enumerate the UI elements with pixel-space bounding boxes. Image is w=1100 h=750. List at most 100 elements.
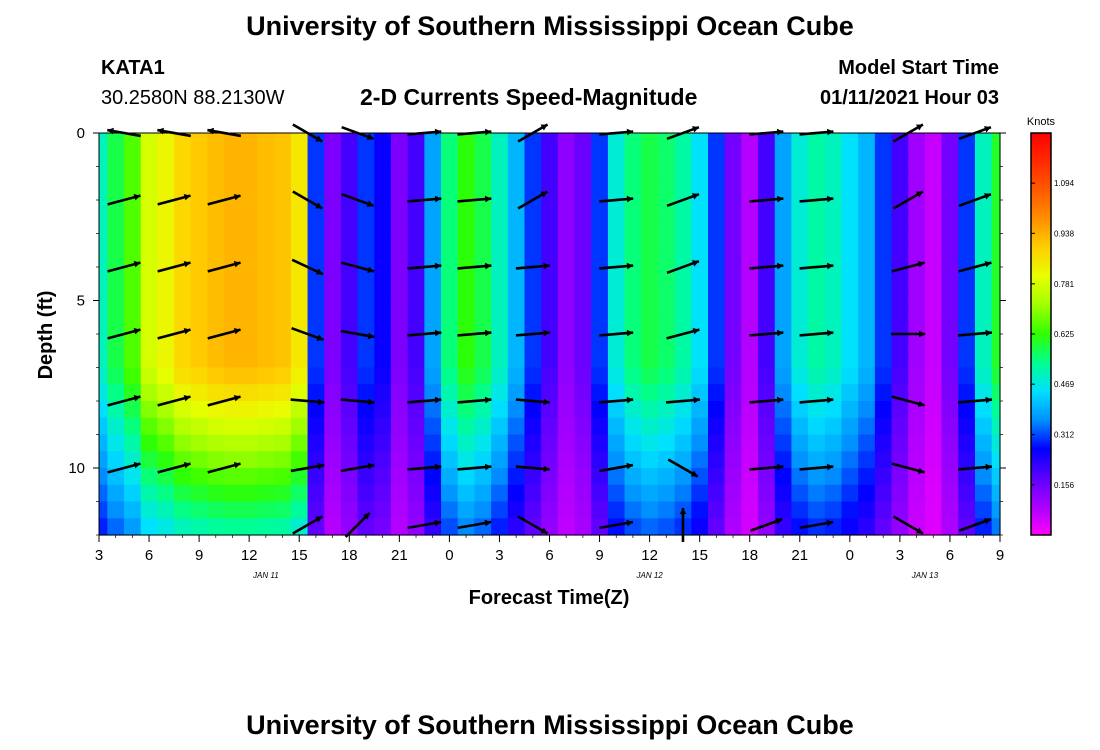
heatmap-cell	[507, 384, 526, 402]
heatmap-cell	[607, 183, 626, 201]
heatmap-cell	[808, 216, 826, 235]
current-vector	[107, 193, 141, 206]
heatmap-cell	[708, 267, 726, 285]
heatmap-cell	[207, 216, 225, 235]
heatmap-cell	[657, 317, 676, 335]
heatmap-cell	[240, 183, 259, 201]
heatmap-cell	[624, 350, 642, 369]
heatmap-cell	[607, 283, 626, 302]
heatmap-cell	[424, 300, 442, 318]
heatmap-cell	[941, 484, 959, 503]
heatmap-cell	[808, 200, 826, 218]
heatmap-cell	[507, 250, 526, 268]
heatmap-cell	[624, 133, 642, 151]
heatmap-cell	[874, 267, 893, 285]
heatmap-cell	[407, 133, 425, 151]
x-axis-label: Forecast Time(Z)	[469, 587, 630, 609]
heatmap-cell	[107, 250, 125, 268]
heatmap-cell	[474, 283, 492, 302]
heatmap-cell	[257, 183, 275, 201]
heatmap-cell	[491, 300, 509, 318]
heatmap-cell	[99, 250, 108, 268]
heatmap-cell	[541, 300, 559, 318]
heatmap-cell	[99, 183, 108, 201]
heatmap-cell	[157, 350, 175, 369]
heatmap-cell	[691, 518, 709, 536]
heatmap-cell	[457, 451, 476, 469]
heatmap-cell	[474, 401, 492, 419]
heatmap-cell	[657, 350, 676, 369]
heatmap-cell	[591, 183, 609, 201]
heatmap-cell	[958, 350, 976, 369]
heatmap-cell	[741, 384, 759, 402]
heatmap-cell	[674, 149, 692, 168]
heatmap-cell	[674, 317, 692, 335]
heatmap-cell	[307, 401, 325, 419]
heatmap-cell	[824, 401, 843, 419]
vector-head	[133, 193, 141, 201]
heatmap-cell	[157, 166, 175, 184]
heatmap-cell	[607, 233, 626, 251]
heatmap-cell	[541, 367, 559, 385]
heatmap-cell	[491, 451, 509, 469]
heatmap-cell	[257, 434, 275, 452]
heatmap-cell	[758, 233, 776, 251]
heatmap-cell	[874, 367, 893, 385]
heatmap-cell	[240, 401, 259, 419]
current-vector	[799, 463, 834, 471]
heatmap-cell	[290, 451, 309, 469]
heatmap-cell	[808, 283, 826, 302]
heatmap-cell	[307, 501, 325, 519]
heatmap-cell	[657, 434, 676, 452]
heatmap-cell	[424, 283, 442, 302]
vector-head	[543, 398, 550, 406]
heatmap-cell	[324, 334, 342, 352]
current-vector	[599, 462, 634, 473]
current-vector	[207, 461, 241, 474]
heatmap-cell	[924, 367, 943, 385]
heatmap-cell	[758, 267, 776, 285]
heatmap-cell	[457, 367, 476, 385]
heatmap-cell	[941, 317, 959, 335]
heatmap-cell	[274, 417, 292, 436]
current-vector	[407, 519, 442, 530]
current-vector	[407, 195, 442, 203]
heatmap-cell	[340, 200, 359, 218]
heatmap-cell	[808, 417, 826, 436]
heatmap-cell	[507, 133, 526, 151]
heatmap-cell	[691, 267, 709, 285]
heatmap-cell	[941, 501, 959, 519]
heatmap-cell	[991, 417, 1001, 436]
heatmap-cell	[524, 133, 542, 151]
heatmap-cell	[891, 367, 909, 385]
heatmap-cell	[507, 166, 526, 184]
heatmap-cell	[758, 401, 776, 419]
vector-head	[626, 262, 634, 270]
heatmap-cell	[891, 166, 909, 184]
heatmap-cell	[274, 401, 292, 419]
heatmap-cell	[891, 334, 909, 352]
heatmap-cell	[390, 468, 409, 486]
heatmap-cell	[674, 334, 692, 352]
heatmap-cell	[874, 233, 893, 251]
heatmap-cell	[824, 283, 843, 302]
heatmap-cell	[107, 484, 125, 503]
heatmap-cell	[491, 250, 509, 268]
heatmap-cell	[708, 434, 726, 452]
heatmap-cell	[624, 300, 642, 318]
heatmap-cell	[791, 267, 809, 285]
heatmap-cell	[841, 401, 859, 419]
heatmap-cell	[858, 468, 876, 486]
heatmap-cell	[691, 283, 709, 302]
heatmap-cell	[791, 434, 809, 452]
heatmap-cell	[657, 166, 676, 184]
heatmap-cell	[190, 518, 209, 536]
heatmap-cell	[591, 233, 609, 251]
heatmap-cell	[924, 501, 943, 519]
heatmap-cell	[441, 451, 459, 469]
heatmap-cell	[507, 468, 526, 486]
heatmap-cell	[641, 183, 659, 201]
heatmap-cell	[874, 518, 893, 536]
heatmap-cell	[224, 417, 242, 436]
heatmap-cell	[274, 283, 292, 302]
